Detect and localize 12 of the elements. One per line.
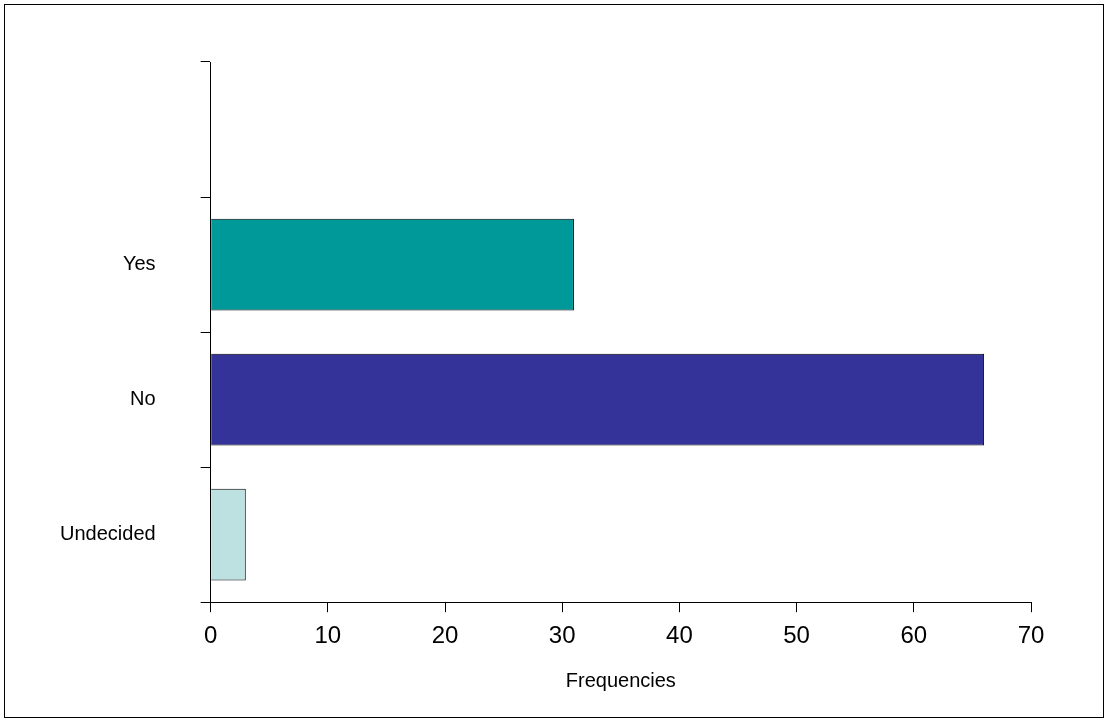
x-tick-label: 30 <box>548 621 576 649</box>
y-tick-label: Yes <box>122 252 156 275</box>
x-tick-label: 50 <box>783 621 810 649</box>
x-tick-label: 70 <box>1017 621 1045 649</box>
x-tick-label: 20 <box>431 621 459 649</box>
x-axis-title: Frequencies <box>565 668 676 691</box>
x-tick-label: 40 <box>666 621 693 649</box>
x-tick-label: 0 <box>203 621 218 649</box>
x-tick-label: 60 <box>900 621 928 649</box>
y-tick-label: No <box>130 387 156 410</box>
x-tick-label: 10 <box>314 621 342 649</box>
y-tick-label: Undecided <box>60 522 156 545</box>
